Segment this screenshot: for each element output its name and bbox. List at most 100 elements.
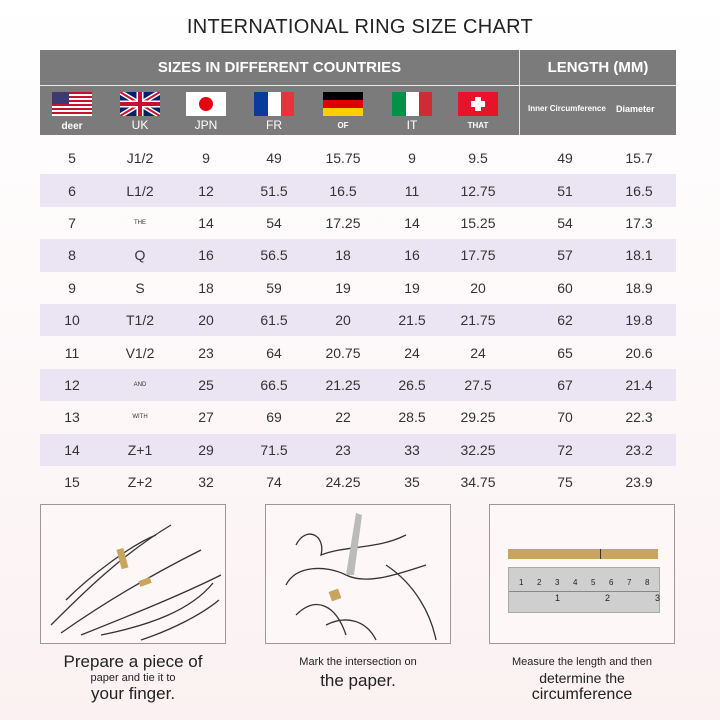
column-header-uk: UK	[110, 92, 170, 132]
table-cell: 21.25	[325, 376, 361, 393]
table-cell: 17.75	[460, 247, 496, 264]
table-cell: 21.4	[625, 376, 653, 393]
table-cell: 12	[64, 376, 80, 393]
ruler-cm-tick: 7	[627, 578, 632, 587]
table-header: SIZES IN DIFFERENT COUNTRIES LENGTH (MM)…	[40, 50, 676, 135]
table-cell: 70	[557, 409, 573, 426]
divider	[519, 50, 520, 135]
ruler-cm-tick: 4	[573, 578, 578, 587]
table-row: 15 Z+2 32 74 24.25 35 34.75 75 23.9	[40, 466, 676, 498]
step2-caption: Mark the intersection on the paper.	[258, 656, 458, 691]
table-cell: 23	[198, 344, 214, 361]
table-cell: 74	[266, 474, 282, 491]
inner-circumference-label: Inner Circumference	[528, 104, 606, 113]
table-row: 5 J1/2 9 49 15.75 9 9.5 49 15.7	[40, 142, 676, 174]
step2-illustration	[265, 504, 451, 644]
table-cell: 24	[470, 344, 486, 361]
table-cell: 21.5	[398, 312, 426, 329]
table-cell: 25	[198, 376, 214, 393]
ruler-inch-tick: 2	[605, 593, 611, 603]
table-cell: 9.5	[468, 150, 488, 167]
table-cell: 13	[64, 409, 80, 426]
italy-flag-icon	[392, 92, 432, 116]
table-cell: Z+1	[127, 441, 153, 458]
table-cell: 17.3	[625, 214, 653, 231]
table-cell: 64	[266, 344, 282, 361]
table-cell: 15.75	[325, 150, 361, 167]
table-cell: 29.25	[460, 409, 496, 426]
column-header-of: OF	[313, 92, 373, 130]
table-cell: 49	[557, 150, 573, 167]
table-cell: 59	[266, 279, 282, 296]
column-label: JPN	[194, 118, 218, 132]
table-cell: 51	[557, 182, 573, 199]
table-cell: T1/2	[125, 312, 154, 329]
column-label: UK	[131, 118, 149, 132]
table-row: 13 WITH 27 69 22 28.5 29.25 70 22.3	[40, 401, 676, 433]
caption-line: determine the	[539, 670, 625, 686]
switzerland-flag-icon	[458, 92, 498, 116]
table-cell: 29	[198, 441, 214, 458]
column-header-that: THAT	[448, 92, 508, 130]
table-cell: 65	[557, 344, 573, 361]
table-cell: 18.1	[625, 247, 653, 264]
table-cell: 32	[198, 474, 214, 491]
table-row: 11 V1/2 23 64 20.75 24 24 65 20.6	[40, 336, 676, 368]
table-cell: 24.25	[325, 474, 361, 491]
table-cell: 5	[68, 150, 76, 167]
table-cell: 32.25	[460, 441, 496, 458]
table-cell: 18	[335, 247, 351, 264]
ruler-cm-tick: 6	[609, 578, 614, 587]
table-cell: 11	[64, 344, 80, 361]
table-cell: 10	[64, 312, 80, 329]
length-header: LENGTH (MM)	[520, 50, 676, 86]
caption-line: the paper.	[320, 671, 396, 690]
table-cell: 16.5	[625, 182, 653, 199]
table-cell: 18.9	[625, 279, 653, 296]
table-cell: AND	[133, 381, 147, 388]
step1-illustration	[40, 504, 226, 644]
table-cell: 66.5	[260, 376, 288, 393]
hand-with-paper-icon	[50, 524, 222, 641]
table-row: 8 Q 16 56.5 18 16 17.75 57 18.1	[40, 239, 676, 272]
table-cell: 54	[557, 214, 573, 231]
caption-line: circumference	[531, 686, 633, 703]
ruler-inch-tick: 3	[655, 593, 661, 603]
table-cell: 18	[198, 279, 214, 296]
column-header-deer: deer	[42, 92, 102, 132]
table-cell: 20	[335, 312, 351, 329]
column-label: OF	[337, 121, 349, 130]
table-cell: 6	[68, 182, 76, 199]
table-cell: 7	[68, 214, 76, 231]
table-cell: 61.5	[260, 312, 288, 329]
table-cell: 17.25	[325, 214, 361, 231]
table-cell: 19	[335, 279, 351, 296]
step3-caption: Measure the length and then determine th…	[480, 656, 684, 704]
ruler: 1 2 3 4 5 6 7 8 1 2 3	[508, 567, 660, 613]
table-cell: 9	[68, 279, 76, 296]
caption-line: your finger.	[90, 684, 176, 703]
table-cell: 60	[557, 279, 573, 296]
table-cell: THE	[134, 219, 146, 226]
column-header-fr: FR	[244, 92, 304, 132]
step1-caption: Prepare a piece of paper and tie it to y…	[30, 652, 236, 704]
table-cell: Q	[134, 247, 146, 264]
table-cell: 12.75	[460, 182, 496, 199]
caption-line: Prepare a piece of	[63, 652, 203, 671]
countries-header: SIZES IN DIFFERENT COUNTRIES	[40, 50, 519, 86]
table-cell: Z+2	[127, 474, 153, 491]
germany-flag-icon	[323, 92, 363, 116]
table-cell: 35	[404, 474, 420, 491]
column-label: THAT	[467, 121, 489, 130]
table-cell: 23	[335, 441, 351, 458]
ruler-cm-tick: 2	[537, 578, 542, 587]
table-cell: 62	[557, 312, 573, 329]
table-cell: 28.5	[398, 409, 426, 426]
table-cell: 23.2	[625, 441, 653, 458]
caption-line: Mark the intersection on	[299, 656, 417, 668]
column-label: IT	[406, 118, 418, 132]
table-cell: 34.75	[460, 474, 496, 491]
table-cell: 49	[266, 150, 282, 167]
table-cell: 72	[557, 441, 573, 458]
table-cell: 27	[198, 409, 214, 426]
